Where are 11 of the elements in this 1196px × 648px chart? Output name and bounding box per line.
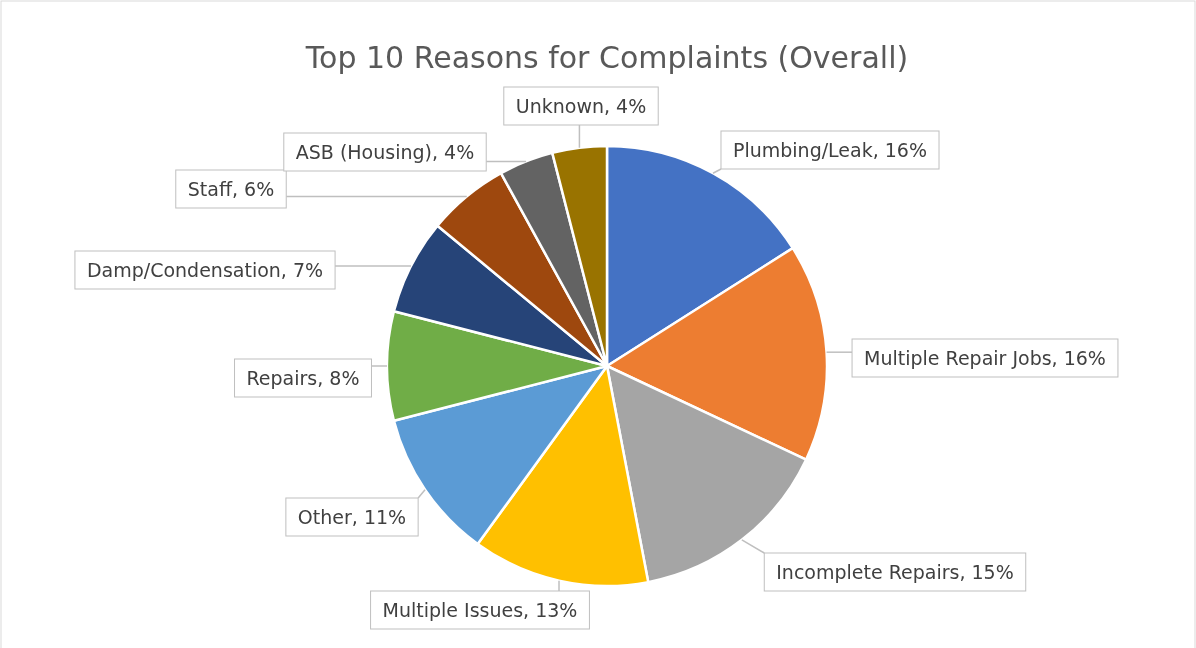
chart-title: Top 10 Reasons for Complaints (Overall) [304,40,909,75]
slice-label: Staff, 6% [187,178,275,200]
slice-label: Repairs, 8% [246,367,360,389]
slice-label: Other, 11% [297,506,407,528]
slice-label: Plumbing/Leak, 16% [732,139,928,161]
slice-label: Incomplete Repairs, 15% [776,561,1014,583]
slice-label: Multiple Issues, 13% [382,599,578,621]
slice-label: Damp/Condensation, 7% [86,259,324,281]
slice-label: Multiple Repair Jobs, 16% [864,347,1106,369]
slice-label: ASB (Housing), 4% [295,141,475,163]
slice-label: Unknown, 4% [515,95,647,117]
